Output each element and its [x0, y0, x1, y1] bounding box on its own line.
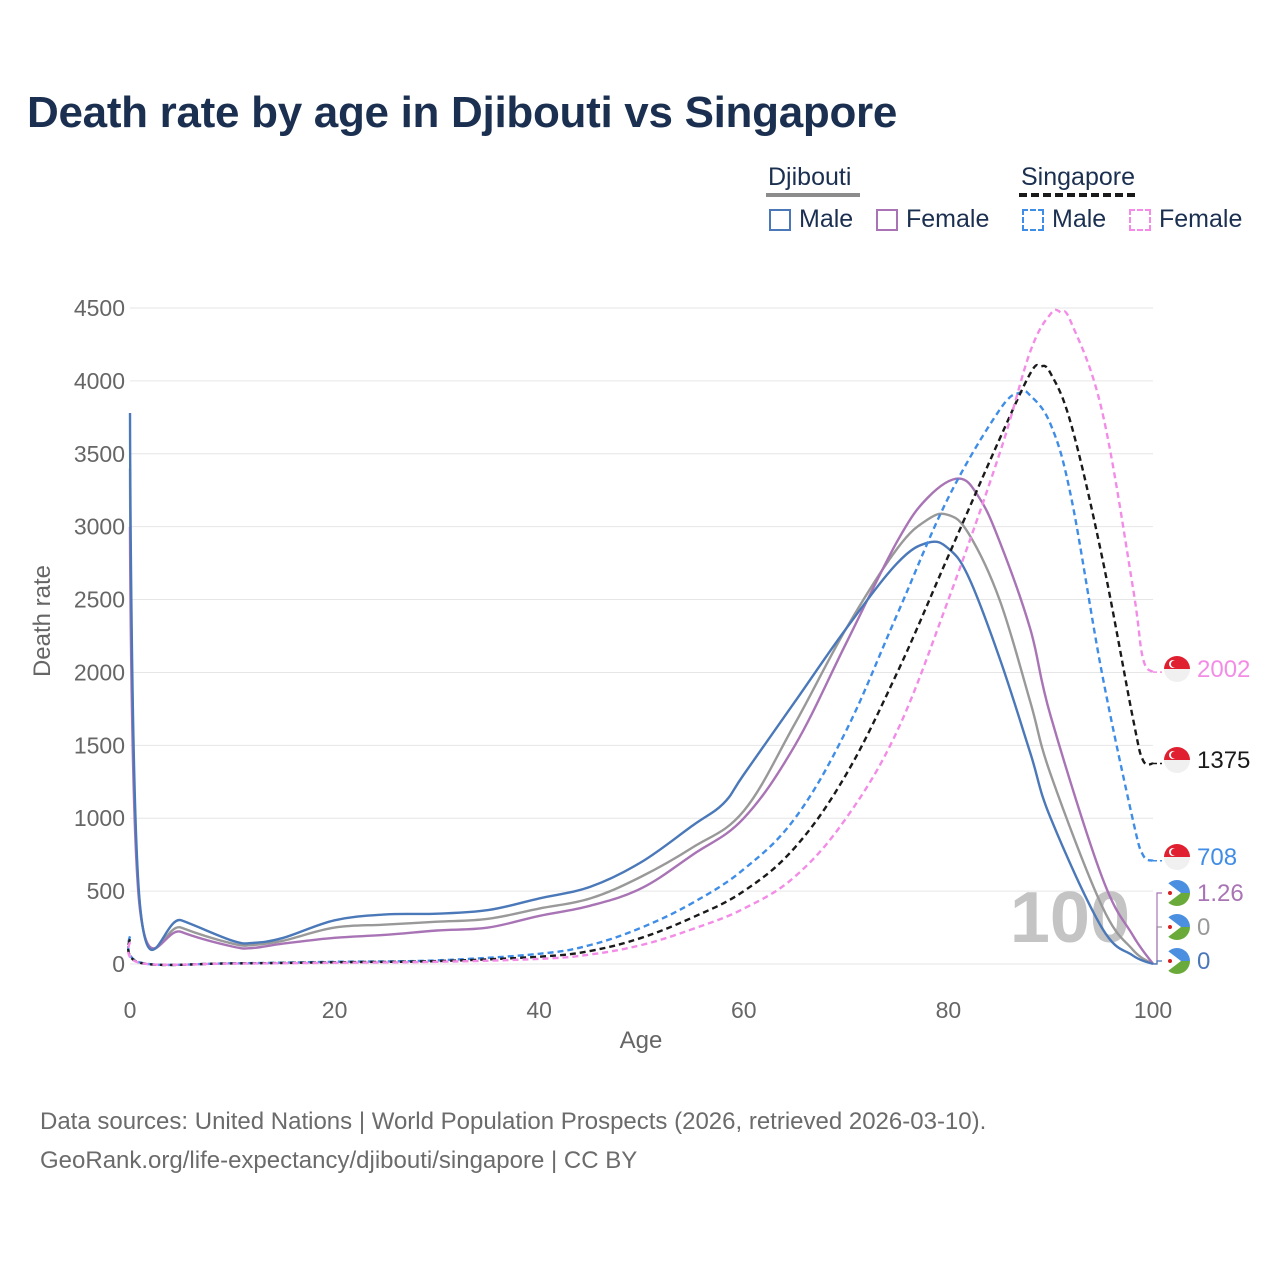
flag-crescent-cut	[1170, 751, 1179, 759]
x-tick-label: 60	[731, 997, 757, 1023]
x-tick-label: 100	[1134, 997, 1172, 1023]
legend-group-djibouti[interactable]: Djibouti	[768, 163, 852, 191]
end-value-label: 708	[1197, 844, 1237, 871]
source-link[interactable]: GeoRank.org/life-expectancy/djibouti/sin…	[40, 1147, 638, 1174]
y-axis-label: Death rate	[29, 565, 56, 677]
y-tick-label: 0	[112, 951, 125, 977]
source-line-1: Data sources: United Nations | World Pop…	[40, 1108, 987, 1135]
flag-triangle	[1164, 914, 1181, 940]
djibouti-flag-icon	[1164, 948, 1190, 974]
y-tick-label: 500	[87, 878, 125, 904]
end-leader	[1153, 960, 1162, 965]
series-line-djibouti-male[interactable]	[128, 412, 1154, 966]
end-value-label: 2002	[1197, 656, 1250, 683]
legend-item-singapore-female[interactable]: Female	[1159, 205, 1243, 233]
legend-group-singapore[interactable]: Singapore	[1021, 163, 1135, 191]
series-line-djibouti-female[interactable]	[128, 477, 1154, 965]
djibouti-flag-icon	[1164, 914, 1190, 940]
flag-triangle	[1164, 948, 1181, 974]
singapore-flag-icon	[1164, 844, 1190, 870]
singapore-flag-icon	[1164, 656, 1190, 682]
legend-line-djibouti	[766, 193, 860, 197]
age-watermark: 100	[1010, 878, 1130, 958]
flag-crescent-cut	[1170, 660, 1179, 668]
chart-title: Death rate by age in Djibouti vs Singapo…	[27, 88, 898, 137]
legend-swatch-djibouti-female	[876, 209, 898, 231]
end-value-label: 0	[1197, 914, 1210, 941]
legend-item-djibouti-female[interactable]: Female	[906, 205, 990, 233]
legend-swatch-singapore-female	[1129, 209, 1151, 231]
series	[127, 308, 1154, 967]
series-line-singapore-female[interactable]	[127, 308, 1154, 967]
x-tick-label: 0	[124, 997, 137, 1023]
y-tick-label: 2000	[74, 659, 125, 685]
end-value-label: 1375	[1197, 747, 1250, 774]
grid	[130, 307, 1153, 965]
x-tick-label: 80	[936, 997, 962, 1023]
y-tick-label: 4000	[74, 368, 125, 394]
x-axis-label: Age	[620, 1027, 663, 1054]
y-tick-label: 4500	[74, 295, 125, 321]
y-tick-label: 1500	[74, 732, 125, 758]
flag-star	[1168, 891, 1172, 895]
end-value-label: 0	[1197, 948, 1210, 975]
legend-item-djibouti-male[interactable]: Male	[799, 205, 854, 233]
axes: 0 500 1000 1500 2000 2500 3000 3500 4000 4500 0 20 4…	[74, 295, 1172, 1023]
series-line-singapore-male[interactable]	[127, 389, 1154, 967]
y-tick-label: 2500	[74, 587, 125, 613]
end-value-label: 1.26	[1197, 880, 1244, 907]
legend-line-singapore	[1019, 193, 1135, 197]
flag-white-half	[1164, 669, 1190, 682]
legend-swatch-djibouti-male	[769, 209, 791, 231]
y-tick-label: 3500	[74, 441, 125, 467]
x-tick-label: 40	[526, 997, 552, 1023]
singapore-flag-icon	[1164, 747, 1190, 773]
djibouti-flag-icon	[1164, 880, 1190, 906]
x-tick-label: 20	[322, 997, 348, 1023]
flag-crescent-cut	[1170, 848, 1179, 856]
y-tick-label: 3000	[74, 514, 125, 540]
end-leader	[1153, 892, 1162, 965]
flag-star	[1168, 959, 1172, 963]
legend-swatch-singapore-male	[1022, 209, 1044, 231]
flag-triangle	[1164, 880, 1181, 906]
legend-item-singapore-male[interactable]: Male	[1052, 205, 1107, 233]
flag-white-half	[1164, 760, 1190, 773]
flag-white-half	[1164, 857, 1190, 870]
series-line-djibouti-total[interactable]	[128, 468, 1154, 966]
end-labels: 0 1.26 0 708 1375 2002	[1153, 656, 1250, 975]
flag-star	[1168, 925, 1172, 929]
y-tick-label: 1000	[74, 805, 125, 831]
